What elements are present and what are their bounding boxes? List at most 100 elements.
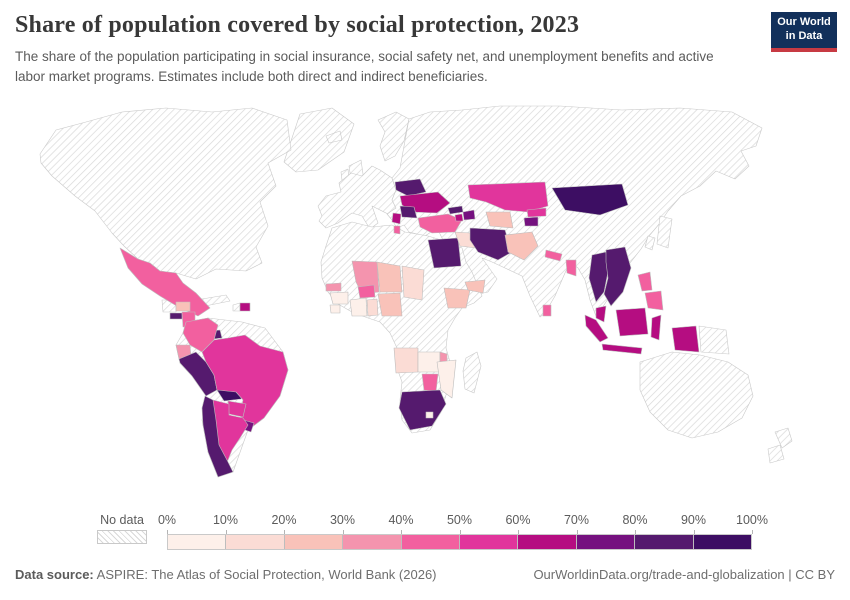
legend-tick-label: 80% [622,513,648,527]
map-region-ethiopia[interactable] [443,287,471,309]
map-region-indonesia[interactable] [650,314,662,341]
legend-bin-60-70%[interactable] [518,535,577,549]
map-region-lesotho[interactable] [425,411,434,419]
map-region-kazakhstan[interactable] [467,181,549,213]
map-region-haiti[interactable] [232,302,241,312]
map-region-paraguay[interactable] [227,400,247,418]
map-region-europe-west[interactable] [317,165,397,230]
map-region-nepal[interactable] [544,249,563,262]
map-region-south-africa[interactable] [398,389,447,431]
owid-logo[interactable]: Our World in Data [771,12,837,52]
legend-no-data[interactable]: No data [97,513,147,544]
license-note[interactable]: OurWorldinData.org/trade-and-globalizati… [533,567,835,582]
legend-bin-50-60%[interactable] [460,535,519,549]
map-region-romania[interactable] [399,205,418,219]
legend-tick-marks [167,530,753,534]
legend-tick-label: 60% [505,513,531,527]
map-region-philippines[interactable] [644,290,664,311]
map-region-honduras[interactable] [175,301,191,312]
legend-tick-label: 100% [736,513,768,527]
map-region-turkmenistan[interactable] [485,211,514,229]
map-region-iran[interactable] [469,227,513,261]
legend-tick-label: 10% [212,513,239,527]
map-region-dominican-republic[interactable] [239,302,251,312]
owid-logo-line1: Our World [777,16,831,29]
map-region-pakistan[interactable] [504,231,539,261]
map-region-mozambique[interactable] [436,359,457,399]
map-region-indonesia[interactable] [615,307,649,337]
map-region-eurasia[interactable] [386,105,763,320]
map-region-philippines[interactable] [637,271,653,292]
map-region-indonesia[interactable] [671,325,700,353]
legend-tick-label: 70% [563,513,590,527]
chart-footer: Data source: ASPIRE: The Atlas of Social… [15,567,835,582]
map-region-armenia[interactable] [454,213,464,222]
map-region-australia[interactable] [639,351,754,439]
legend-bin-30-40%[interactable] [343,535,402,549]
map-region-serbia[interactable] [391,212,402,225]
map-region-niger[interactable] [376,261,403,293]
map-region-tajikistan[interactable] [523,216,539,227]
map-region-new-zealand[interactable] [767,444,785,464]
map-region-scandinavia[interactable] [377,111,410,162]
map-region-madagascar[interactable] [462,351,482,394]
chart-subtitle: The share of the population participatin… [15,49,714,85]
map-region-japan[interactable] [644,235,656,251]
legend-bin-90-100%[interactable] [693,535,752,549]
legend-no-data-label: No data [100,513,144,527]
map-region-el-salvador[interactable] [169,312,183,320]
legend-no-data-swatch[interactable] [97,530,147,544]
legend-tick-label: 50% [446,513,473,527]
legend-tick-label: 0% [157,513,177,527]
map-region-new-zealand[interactable] [774,427,793,449]
map-region-vietnam-laos-cambodia[interactable] [603,246,632,307]
map-region-chad[interactable] [401,265,425,301]
legend-color-bar[interactable] [167,534,752,550]
map-region-yemen[interactable] [464,279,486,294]
map-region-albania[interactable] [393,225,401,235]
map-region-angola[interactable] [393,347,419,374]
map-region-png[interactable] [698,325,730,355]
map-region-kyrgyzstan[interactable] [526,207,547,218]
legend-tick-label: 90% [680,513,707,527]
map-region-nigeria[interactable] [377,292,403,317]
map-region-japan[interactable] [656,215,673,249]
map-region-mexico[interactable] [119,247,211,317]
legend-bin-80-90%[interactable] [635,535,694,549]
map-region-north-america[interactable] [39,107,292,280]
legend-tick-label: 20% [271,513,297,527]
data-source-text: ASPIRE: The Atlas of Social Protection, … [93,567,437,582]
map-region-burkina-faso[interactable] [357,284,376,299]
data-source-label: Data source: [15,567,94,582]
map-region-guinea[interactable] [329,291,349,305]
map-region-bangladesh[interactable] [565,259,577,277]
map-region-chile[interactable] [201,395,234,478]
map-region-iceland[interactable] [325,130,343,144]
map-region-mongolia[interactable] [551,183,629,216]
legend-tick-label: 30% [329,513,356,527]
chart-header: Share of population covered by social pr… [15,12,755,88]
legend-bin-0-10%[interactable] [168,535,227,549]
map-region-cote-divoire[interactable] [349,297,368,317]
map-region-malaysia[interactable] [595,305,607,323]
map-region-egypt[interactable] [427,237,462,269]
legend-bin-20-30%[interactable] [284,535,344,549]
legend-color-scale: 0% 10% 20% 30% 40% 50% 60% 70% 80% 90% 100% [158,513,768,550]
page-title: Share of population covered by social pr… [15,12,580,38]
map-region-sri-lanka[interactable] [542,304,552,317]
map-region-zimbabwe[interactable] [421,373,439,393]
legend-bin-40-50%[interactable] [401,535,461,549]
map-region-azerbaijan[interactable] [462,209,476,221]
legend-tick-labels: 0% 10% 20% 30% 40% 50% 60% 70% 80% 90% 100% [158,513,768,530]
map-region-greenland[interactable] [283,107,355,173]
legend-bin-10-20%[interactable] [226,535,285,549]
map-region-indonesia[interactable] [601,343,643,355]
map-region-sierra-leone[interactable] [329,304,341,314]
owid-logo-accent-bar [771,48,837,52]
map-region-indonesia[interactable] [584,314,609,343]
owid-logo-line2: in Data [785,30,823,42]
map-region-ghana[interactable] [366,298,379,317]
map-region-senegal[interactable] [325,282,342,292]
legend-bin-70-80%[interactable] [576,535,636,549]
